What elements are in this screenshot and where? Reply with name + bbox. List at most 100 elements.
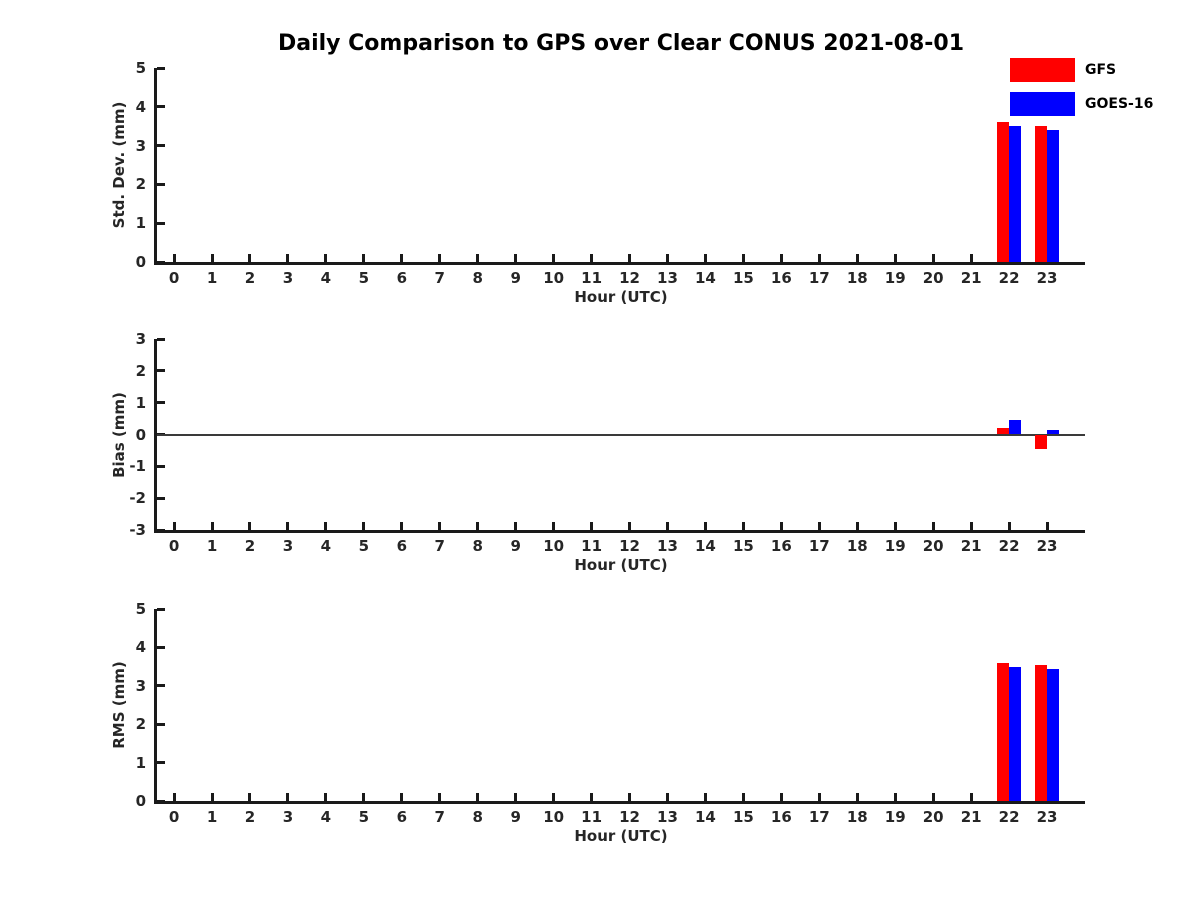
y-tick [157,337,165,341]
y-axis-spine [154,339,157,533]
y-tick [157,761,165,765]
x-tick [248,793,252,801]
x-tick [514,254,518,262]
x-tick-label: 16 [770,269,792,287]
y-tick-label: 1 [135,753,146,772]
x-tick [172,522,176,530]
y-tick [157,66,165,70]
x-tick [665,254,669,262]
x-tick-label: 13 [657,537,678,555]
y-axis-spine [154,68,157,265]
legend-swatch-gfs [1010,58,1075,82]
x-axis-spine [154,530,1085,533]
x-tick [248,522,252,530]
y-tick [157,369,165,373]
x-tick-label: 19 [884,808,906,826]
x-tick-label: 3 [282,269,294,287]
x-tick-label: 8 [472,269,483,287]
x-tick-label: 5 [358,808,370,826]
x-tick [476,522,480,530]
x-tick-label: 0 [168,808,180,826]
x-axis-label: Hour (UTC) [574,556,668,574]
x-tick [931,793,935,801]
x-axis-label: Hour (UTC) [574,827,668,845]
x-tick-label: 20 [922,269,944,287]
x-tick-label: 22 [998,808,1020,826]
x-tick-label: 1 [206,269,218,287]
y-tick-label: -2 [129,489,146,508]
y-tick-label: 5 [135,59,146,77]
x-tick [1007,522,1011,530]
x-tick [248,254,252,262]
y-tick [157,260,165,264]
y-tick-label: 1 [135,214,146,233]
x-tick [324,793,328,801]
x-tick-label: 22 [998,537,1020,555]
y-tick-label: 3 [135,136,146,155]
x-tick-label: 4 [320,269,332,287]
x-tick [779,254,783,262]
x-tick-label: 18 [846,808,868,826]
x-tick [703,793,707,801]
y-tick-label: -1 [129,457,146,476]
chart-title: Daily Comparison to GPS over Clear CONUS… [277,31,965,56]
x-tick-label: 6 [396,537,408,555]
x-tick-label: 9 [510,808,521,826]
y-tick [157,722,165,726]
y-tick-label: 5 [135,600,146,618]
x-tick [210,254,214,262]
x-tick-label: 23 [1036,808,1058,826]
x-tick-label: 1 [206,537,218,555]
y-tick-label: 4 [135,638,146,657]
x-tick-label: 6 [396,269,408,287]
x-tick [400,254,404,262]
x-tick [324,522,328,530]
x-tick-label: 8 [472,808,483,826]
y-tick [157,607,165,611]
x-tick-label: 9 [510,537,521,555]
x-tick [438,522,442,530]
x-tick-label: 11 [581,808,603,826]
x-tick-label: 3 [282,808,294,826]
x-tick [552,522,556,530]
x-tick [855,254,859,262]
x-tick [855,793,859,801]
x-tick [665,522,669,530]
x-tick [665,793,669,801]
x-tick-label: 16 [770,808,792,826]
y-tick [157,221,165,225]
x-tick-label: 7 [434,808,445,826]
y-tick [157,528,165,532]
x-tick-label: 13 [657,269,678,287]
y-tick [157,401,165,405]
x-tick [893,522,897,530]
x-tick [438,793,442,801]
x-tick-label: 18 [846,269,868,287]
x-tick-label: 14 [695,808,716,826]
x-tick-label: 15 [732,808,754,826]
x-tick-label: 12 [619,537,640,555]
x-tick [400,522,404,530]
y-tick-label: 1 [135,393,146,412]
x-tick [741,793,745,801]
x-tick [362,254,366,262]
bar-goes-16-hour-23 [1047,130,1060,262]
x-tick-label: 2 [244,808,256,826]
y-tick-label: 0 [135,425,146,444]
x-tick-label: 5 [358,269,370,287]
x-tick [779,793,783,801]
x-tick [552,254,556,262]
x-tick-label: 21 [960,808,982,826]
x-tick-label: 17 [808,269,830,287]
y-tick [157,144,165,148]
y-tick-label: 2 [135,715,146,734]
y-tick-label: 4 [135,97,146,116]
x-tick-label: 12 [619,808,640,826]
y-tick [157,684,165,688]
x-tick [1045,522,1049,530]
legend-swatch-goes-16 [1010,92,1075,116]
x-tick-label: 20 [922,537,944,555]
bar-gfs-hour-23 [1035,126,1048,262]
